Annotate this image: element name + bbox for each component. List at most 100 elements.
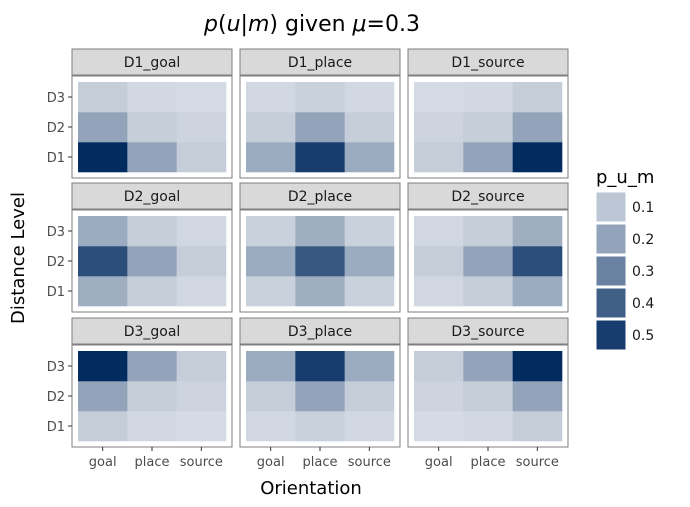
facet-label: D2_goal xyxy=(124,189,181,205)
heatmap-tile xyxy=(246,112,296,143)
heatmap-tile xyxy=(344,82,395,113)
heatmap-tile xyxy=(295,112,345,143)
x-tick-label: source xyxy=(348,455,391,470)
y-tick-label: D1 xyxy=(47,285,65,300)
heatmap-tile xyxy=(127,381,177,412)
heatmap-tile xyxy=(463,276,513,307)
heatmap-tile xyxy=(78,351,128,382)
heatmap-tile xyxy=(463,351,513,382)
heatmap-tile xyxy=(176,276,227,307)
legend-swatch xyxy=(595,287,627,319)
heatmap-tile xyxy=(176,351,227,382)
legend-label: 0.4 xyxy=(632,296,654,312)
legend-swatch xyxy=(595,255,627,287)
heatmap-tile xyxy=(246,411,296,442)
heatmap-tile xyxy=(246,82,296,113)
heatmap-tile xyxy=(78,142,128,173)
heatmap-tile xyxy=(176,142,227,173)
y-tick-label: D3 xyxy=(47,225,65,240)
chart-title: p(u|m) given μ=0.3 xyxy=(203,12,420,37)
legend-label: 0.5 xyxy=(632,328,654,344)
heatmap-tile xyxy=(414,142,464,173)
facet-panel: D3_goal D1 D2 D3 goal place source xyxy=(47,317,233,470)
heatmap-tile xyxy=(512,246,563,277)
heatmap-tile xyxy=(127,82,177,113)
heatmap-tile xyxy=(127,112,177,143)
heatmap-tile xyxy=(463,142,513,173)
x-tick-label: source xyxy=(516,455,559,470)
heatmap-tile xyxy=(344,246,395,277)
heatmap-tile xyxy=(463,216,513,247)
heatmap-tile xyxy=(414,112,464,143)
y-tick-label: D3 xyxy=(47,360,65,375)
facet-panel: D1_goal D1 D2 D3 xyxy=(47,48,233,179)
heatmap-tile xyxy=(127,351,177,382)
heatmap-tile xyxy=(176,381,227,412)
facet-label: D2_place xyxy=(288,189,352,205)
heatmap-tile xyxy=(295,246,345,277)
heatmap-tile xyxy=(176,112,227,143)
legend: p_u_m 0.1 0.2 0.3 0.4 0.5 xyxy=(595,167,654,351)
heatmap-tile xyxy=(344,411,395,442)
heatmap-tile xyxy=(512,216,563,247)
heatmap-tile xyxy=(414,276,464,307)
x-tick-label: place xyxy=(303,455,338,470)
heatmap-tile xyxy=(176,216,227,247)
heatmap-tile xyxy=(344,142,395,173)
heatmap-tile xyxy=(127,216,177,247)
facet-label: D3_place xyxy=(288,324,352,340)
facet-strip xyxy=(239,317,401,345)
heatmap-tile xyxy=(463,82,513,113)
heatmap-tile xyxy=(344,276,395,307)
heatmap-tile xyxy=(176,82,227,113)
facet-panel: D1_source xyxy=(407,48,569,179)
x-tick-label: place xyxy=(471,455,506,470)
legend-swatch xyxy=(595,319,627,351)
heatmap-tile xyxy=(78,411,128,442)
facet-strip xyxy=(239,182,401,210)
legend-label: 0.2 xyxy=(632,232,654,248)
facet-strip xyxy=(71,182,233,210)
heatmap-tile xyxy=(463,246,513,277)
heatmap-tile xyxy=(78,276,128,307)
heatmap-tile xyxy=(295,82,345,113)
facet-strip xyxy=(407,182,569,210)
facet-panel: D2_goal D1 D2 D3 xyxy=(47,182,233,313)
heatmap-tile xyxy=(78,112,128,143)
heatmap-tile xyxy=(176,246,227,277)
facet-label: D3_goal xyxy=(124,324,181,340)
heatmap-tile xyxy=(344,351,395,382)
y-tick-label: D1 xyxy=(47,151,65,166)
heatmap-tile xyxy=(414,381,464,412)
y-tick-label: D2 xyxy=(47,255,65,270)
x-tick-label: place xyxy=(135,455,170,470)
facet-label: D3_source xyxy=(451,324,524,340)
heatmap-tile xyxy=(295,142,345,173)
heatmap-tile xyxy=(246,276,296,307)
heatmap-tile xyxy=(512,82,563,113)
heatmap-tile xyxy=(246,246,296,277)
heatmap-tile xyxy=(344,216,395,247)
facet-strip xyxy=(407,317,569,345)
heatmap-tile xyxy=(127,142,177,173)
x-tick-label: goal xyxy=(425,455,453,470)
heatmap-tile xyxy=(78,216,128,247)
heatmap-tile xyxy=(295,216,345,247)
heatmap-tile xyxy=(127,276,177,307)
legend-label: 0.1 xyxy=(632,200,654,216)
heatmap-tile xyxy=(176,411,227,442)
heatmap-tile xyxy=(127,411,177,442)
heatmap-tile xyxy=(344,381,395,412)
facet-strip xyxy=(239,48,401,76)
heatmap-tile xyxy=(414,216,464,247)
heatmap-tile xyxy=(512,411,563,442)
facet-label: D1_goal xyxy=(124,55,181,71)
heatmap-tile xyxy=(463,411,513,442)
facet-panel: D2_source xyxy=(407,182,569,313)
heatmap-tile xyxy=(414,411,464,442)
heatmap-tile xyxy=(414,246,464,277)
heatmap-tile xyxy=(512,142,563,173)
heatmap-tile xyxy=(414,82,464,113)
y-tick-label: D3 xyxy=(47,91,65,106)
